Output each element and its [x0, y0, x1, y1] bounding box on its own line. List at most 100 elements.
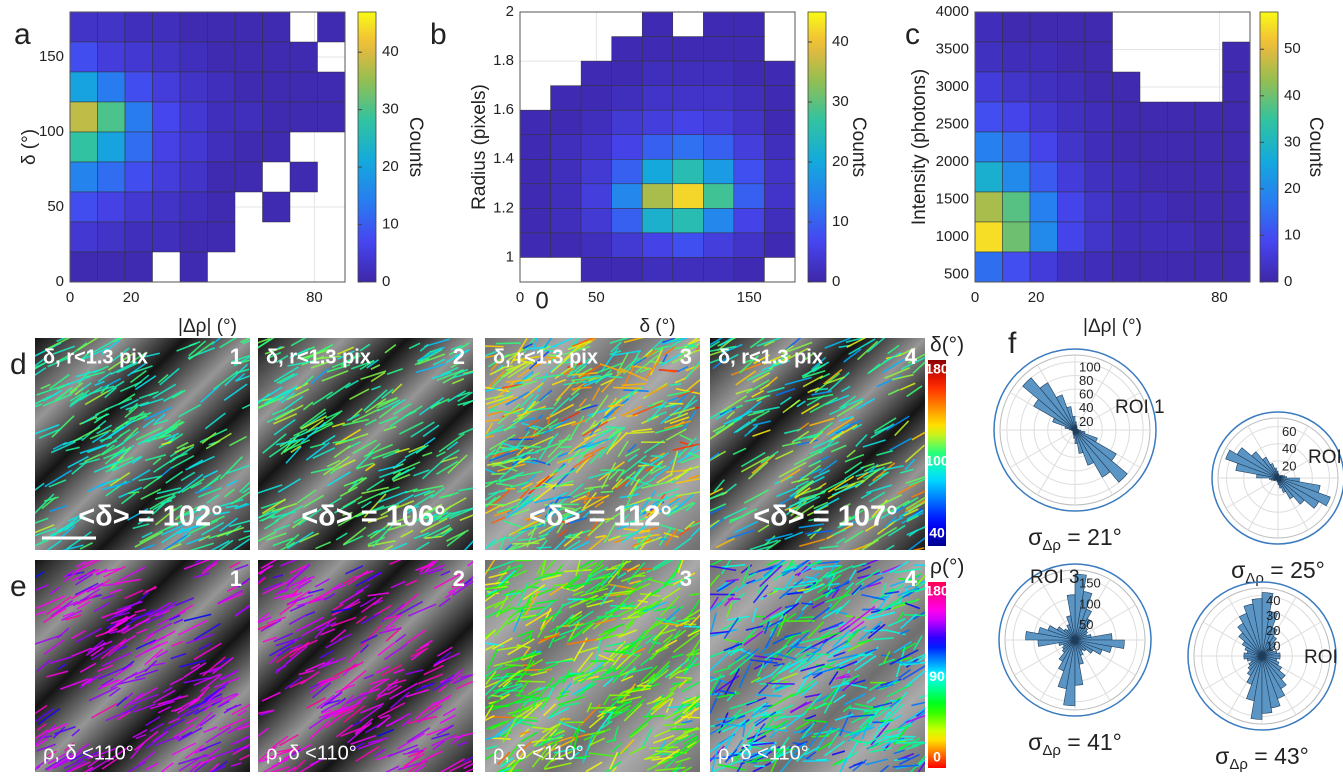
colorbar-tick-label: 40	[382, 43, 399, 60]
fiber-stick	[662, 346, 676, 356]
fiber-stick	[123, 704, 139, 716]
fiber-stick	[162, 534, 187, 550]
fiber-stick	[150, 700, 175, 710]
fiber-stick	[549, 397, 570, 417]
fiber-stick	[766, 589, 779, 596]
fiber-stick	[911, 431, 925, 441]
fiber-stick	[312, 447, 336, 459]
fiber-stick	[684, 399, 698, 410]
fiber-stick	[355, 570, 374, 579]
fiber-stick	[863, 629, 889, 632]
fiber-stick	[745, 647, 759, 660]
fiber-stick	[509, 508, 530, 517]
heatmap-cell	[207, 11, 236, 43]
fiber-stick	[907, 353, 925, 364]
fiber-stick	[508, 589, 521, 602]
fiber-stick	[174, 597, 195, 607]
fiber-stick	[516, 445, 527, 457]
fiber-stick	[144, 648, 164, 666]
fiber-stick	[676, 448, 700, 464]
fiber-stick	[772, 651, 799, 661]
fiber-stick	[305, 611, 316, 617]
fiber-stick	[454, 732, 473, 739]
fiber-stick	[536, 546, 552, 549]
fiber-stick	[360, 370, 387, 381]
fiber-stick	[376, 397, 398, 409]
fiber-stick	[554, 480, 574, 488]
sigma-label: σΔρ = 21°	[1028, 524, 1122, 554]
fiber-stick	[712, 355, 730, 370]
fiber-stick	[298, 532, 320, 543]
fiber-stick	[456, 391, 471, 398]
fiber-stick	[839, 757, 848, 772]
fiber-stick	[749, 338, 766, 349]
fiber-stick	[677, 560, 684, 574]
fiber-stick	[622, 620, 635, 634]
fiber-stick	[904, 458, 916, 471]
fiber-stick	[710, 560, 723, 567]
fiber-stick	[682, 735, 698, 745]
fiber-stick	[35, 539, 49, 547]
fiber-stick	[367, 592, 390, 597]
fiber-stick	[710, 338, 724, 346]
fiber-stick	[260, 560, 278, 570]
fiber-stick	[650, 640, 662, 645]
heatmap-cell	[124, 71, 153, 103]
fiber-stick	[688, 613, 700, 627]
fiber-stick	[71, 647, 92, 658]
rose-petal	[1277, 477, 1300, 483]
fiber-stick	[784, 631, 802, 638]
fiber-stick	[790, 631, 810, 650]
fiber-stick	[132, 729, 148, 739]
fiber-stick	[726, 690, 737, 702]
fiber-stick	[779, 396, 792, 406]
fiber-stick	[744, 425, 758, 437]
fiber-stick	[81, 347, 108, 361]
fiber-stick	[720, 618, 742, 631]
fiber-stick	[153, 455, 180, 473]
heatmap-cell	[733, 109, 765, 135]
fiber-stick	[763, 621, 770, 635]
fiber-stick	[300, 421, 326, 444]
fiber-stick	[588, 470, 614, 479]
fiber-stick	[159, 426, 178, 439]
fiber-stick	[225, 504, 239, 509]
fiber-stick	[37, 707, 61, 725]
fiber-stick	[395, 458, 407, 467]
heatmap-cell	[974, 131, 1003, 163]
fiber-stick	[598, 654, 615, 662]
fiber-stick	[578, 398, 587, 408]
fiber-stick	[376, 692, 389, 699]
fiber-stick	[656, 472, 674, 484]
heatmap-cell	[1194, 191, 1223, 223]
heatmap-cell	[580, 109, 612, 135]
fiber-stick	[600, 666, 616, 678]
fiber-stick	[832, 528, 847, 536]
fiber-stick	[501, 444, 525, 451]
fiber-stick	[661, 338, 676, 344]
fiber-stick	[199, 714, 216, 727]
fiber-stick	[734, 648, 751, 662]
fiber-stick	[134, 608, 146, 614]
colorbar-tick-label: 50	[1284, 40, 1301, 57]
y-tick-label: 1.6	[493, 101, 514, 118]
sigma-symbol: σ	[1028, 729, 1042, 755]
heatmap-cell	[641, 159, 674, 185]
fiber-stick	[594, 369, 613, 385]
fiber-stick	[750, 701, 769, 718]
fiber-stick	[178, 619, 208, 636]
fiber-stick	[522, 342, 533, 350]
colorbar-tick-label: 40	[929, 525, 945, 541]
fiber-stick	[710, 506, 725, 515]
fiber-stick	[677, 389, 696, 398]
y-tick-label: 1.2	[493, 199, 514, 216]
fiber-stick	[906, 514, 919, 523]
fiber-stick	[385, 515, 411, 527]
fiber-stick	[445, 590, 456, 599]
fiber-stick	[263, 763, 279, 772]
fiber-stick	[651, 756, 674, 761]
fiber-stick	[517, 455, 531, 465]
heatmap-cell	[764, 85, 796, 111]
fiber-stick	[710, 565, 737, 572]
fiber-stick	[644, 682, 660, 690]
